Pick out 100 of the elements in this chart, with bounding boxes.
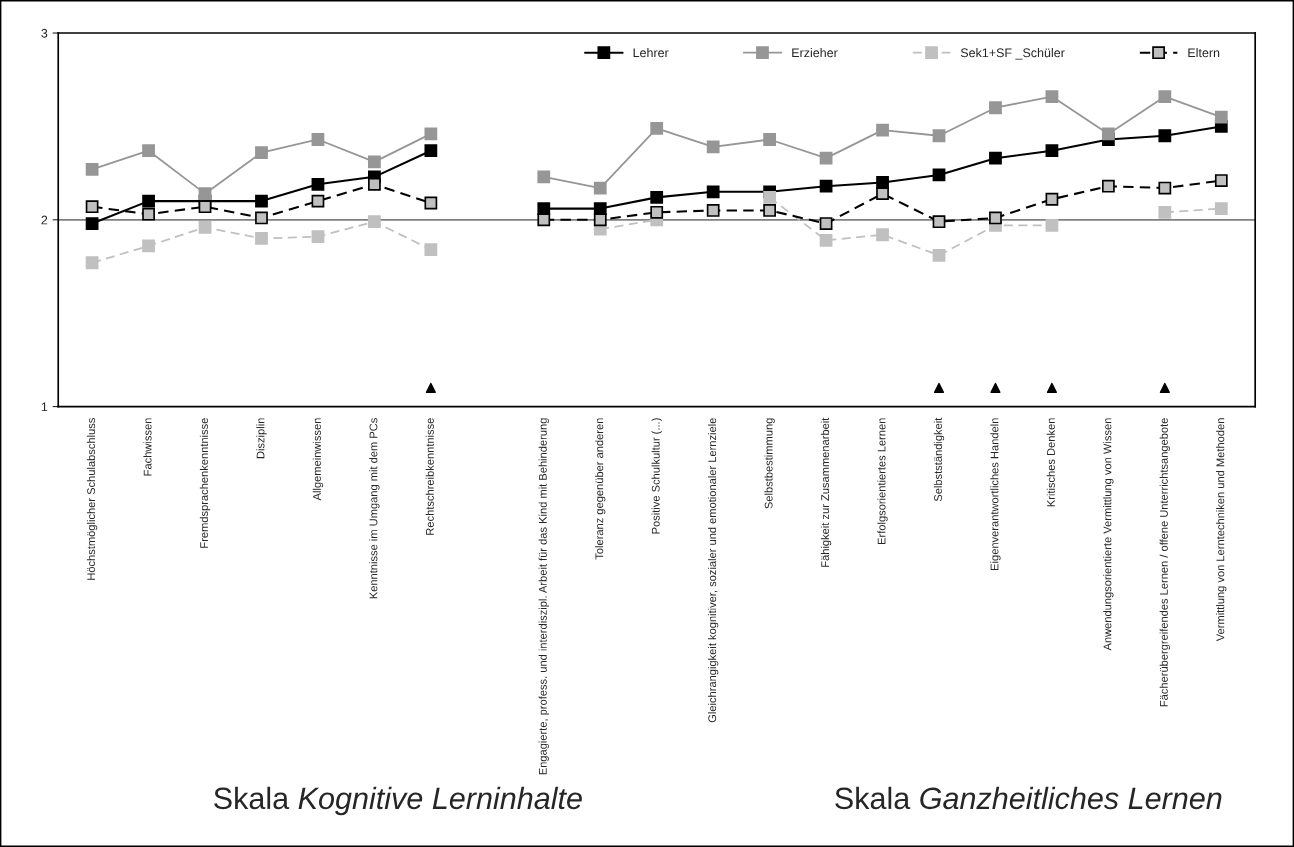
point bbox=[255, 232, 268, 245]
point bbox=[819, 179, 833, 193]
point bbox=[255, 194, 268, 208]
x-tick-label: Fachwissen bbox=[143, 418, 152, 476]
point bbox=[424, 243, 438, 257]
point bbox=[85, 217, 99, 230]
point bbox=[1214, 202, 1228, 215]
point bbox=[424, 144, 438, 158]
point bbox=[368, 155, 381, 169]
point bbox=[1046, 382, 1058, 393]
point bbox=[85, 200, 99, 214]
point bbox=[593, 213, 607, 227]
x-tick-label: Vermittlung von Lerntechniken und Methoden bbox=[1216, 418, 1227, 642]
y-tick-label: 3 bbox=[41, 28, 48, 38]
x-tick-label: Gleichrangigkeit kognitiver, sozialer und emotionaler Lernziele bbox=[707, 418, 719, 723]
y-tick-label: 2 bbox=[41, 215, 48, 225]
text: Skala Kognitive Lerninhalte bbox=[214, 786, 582, 816]
point bbox=[311, 194, 325, 208]
point bbox=[650, 190, 664, 204]
point bbox=[311, 177, 325, 191]
point bbox=[706, 204, 720, 217]
x-tick-label: Höchstmöglicher Schulabschluss bbox=[86, 418, 98, 580]
x-tick-label: Allgemeinwissen bbox=[312, 418, 324, 501]
point bbox=[932, 248, 946, 262]
text: Skala Ganzheitliches Lernen bbox=[835, 786, 1222, 810]
point bbox=[763, 204, 777, 217]
point bbox=[537, 213, 551, 227]
x-tick-label: Kenntnisse im Umgang mit dem PCs bbox=[369, 418, 380, 599]
legend-label: Lehrer bbox=[633, 48, 669, 58]
point bbox=[1158, 181, 1172, 195]
y-tick-label: 1 bbox=[41, 402, 48, 412]
point bbox=[989, 151, 1002, 165]
point bbox=[932, 129, 946, 143]
point bbox=[142, 194, 155, 208]
point bbox=[85, 162, 99, 176]
point bbox=[85, 256, 99, 270]
point bbox=[932, 215, 946, 229]
point bbox=[706, 140, 720, 154]
point bbox=[142, 207, 155, 221]
point bbox=[142, 144, 155, 158]
point bbox=[425, 382, 436, 393]
point bbox=[819, 217, 833, 230]
point bbox=[876, 187, 889, 201]
point bbox=[537, 170, 551, 184]
point bbox=[1045, 192, 1059, 206]
x-tick-label: Eigenverantwortliches Handeln bbox=[990, 418, 1001, 570]
point bbox=[1158, 90, 1172, 103]
point bbox=[650, 121, 664, 135]
x-tick-label: Fremdsprachenkenntnisse bbox=[199, 418, 211, 548]
x-tick-label: Fächerübergreifendes Lernen / offene Unterrichtsangebote bbox=[1159, 418, 1171, 707]
point bbox=[1101, 127, 1115, 141]
point bbox=[1101, 179, 1115, 193]
point bbox=[368, 215, 381, 229]
point bbox=[142, 239, 155, 253]
point bbox=[990, 382, 1001, 393]
x-tick-label: Positive Schulkultur (...) bbox=[651, 418, 662, 534]
point bbox=[932, 168, 946, 182]
x-tick-label: Rechtschreibkenntnisse bbox=[425, 418, 434, 535]
point bbox=[311, 230, 325, 243]
x-tick-label: Anwendungsorientierte Vermittlung von Wissen bbox=[1103, 418, 1114, 651]
point bbox=[1214, 110, 1228, 124]
x-tick-label: Kritisches Denken bbox=[1046, 418, 1055, 507]
x-tick-label: Toleranz gegenüber anderen bbox=[595, 418, 606, 560]
x-tick-label: Erfolgsorientiertes Lernen bbox=[877, 418, 888, 544]
x-tick-label: Fähigkeit zur Zusammenarbeit bbox=[820, 417, 832, 567]
legend-label: Eltern bbox=[1188, 48, 1220, 58]
point bbox=[763, 190, 777, 204]
x-tick-label: Engagierte, profess. und interdiszipl. Arbeit für das Kind mit Behinderung bbox=[538, 418, 549, 775]
x-tick-label: Selbstbestimmung bbox=[764, 418, 775, 509]
point bbox=[424, 196, 438, 210]
point bbox=[1214, 174, 1228, 187]
point bbox=[1045, 90, 1059, 103]
point bbox=[198, 200, 212, 214]
point bbox=[255, 146, 268, 159]
point bbox=[198, 220, 212, 234]
legend-label: Erzieher bbox=[792, 48, 838, 58]
point bbox=[876, 228, 889, 242]
point bbox=[424, 127, 438, 141]
point bbox=[706, 185, 720, 199]
point bbox=[819, 151, 833, 165]
point bbox=[368, 177, 381, 191]
point bbox=[593, 181, 607, 195]
point bbox=[989, 101, 1002, 115]
point bbox=[1159, 382, 1170, 393]
point bbox=[876, 123, 889, 137]
x-tick-label: Selbstständigkeit bbox=[933, 417, 945, 502]
point bbox=[933, 382, 945, 393]
point bbox=[255, 211, 268, 225]
point bbox=[1045, 144, 1059, 158]
point bbox=[198, 187, 212, 201]
point bbox=[311, 133, 325, 146]
point bbox=[1158, 129, 1172, 143]
point bbox=[819, 233, 833, 247]
point bbox=[650, 205, 664, 219]
point bbox=[989, 211, 1002, 225]
point bbox=[1045, 219, 1059, 232]
x-tick-label: Disziplin bbox=[256, 418, 267, 459]
point bbox=[763, 133, 777, 146]
point bbox=[1158, 205, 1172, 219]
legend-label: Sek1+SF _Schüler bbox=[960, 48, 1065, 60]
